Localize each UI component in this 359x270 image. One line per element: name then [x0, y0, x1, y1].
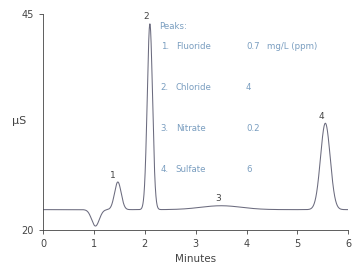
Text: 1.: 1.: [160, 42, 169, 50]
Text: mg/L (ppm): mg/L (ppm): [267, 42, 318, 50]
Text: 2.: 2.: [160, 83, 169, 92]
Text: 4: 4: [246, 83, 252, 92]
Text: 6: 6: [246, 165, 252, 174]
Text: 0.7: 0.7: [246, 42, 260, 50]
Text: Peaks:: Peaks:: [159, 22, 187, 31]
Text: Sulfate: Sulfate: [176, 165, 206, 174]
Text: 4: 4: [318, 112, 324, 121]
Text: Fluoride: Fluoride: [176, 42, 211, 50]
Text: 4.: 4.: [160, 165, 169, 174]
Text: Nitrate: Nitrate: [176, 124, 206, 133]
Text: 3.: 3.: [160, 124, 169, 133]
X-axis label: Minutes: Minutes: [175, 254, 216, 264]
Text: 1: 1: [110, 171, 116, 180]
Text: 2: 2: [143, 12, 149, 21]
Text: 3: 3: [216, 194, 222, 203]
Text: Chloride: Chloride: [176, 83, 212, 92]
Text: 0.2: 0.2: [246, 124, 260, 133]
Y-axis label: μS: μS: [12, 116, 26, 127]
